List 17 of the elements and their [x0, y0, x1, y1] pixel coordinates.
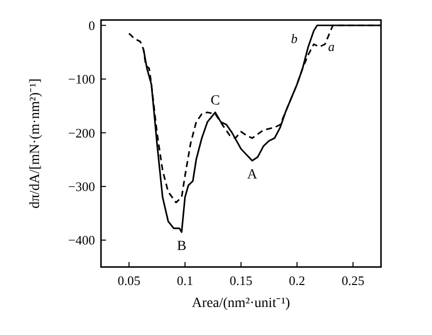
annotation: B	[176, 239, 186, 254]
x-tick-label: 0.05	[118, 273, 140, 288]
y-tick-label: −200	[68, 125, 95, 140]
x-tick-label: 0.15	[230, 273, 252, 288]
y-tick-label: −100	[68, 72, 95, 87]
x-tick-label: 0.1	[176, 273, 194, 288]
x-tick-label: 0.2	[288, 273, 306, 288]
series-label: b	[290, 30, 298, 46]
y-tick-label: −300	[68, 179, 95, 194]
y-tick-label: 0	[88, 18, 95, 33]
x-axis-title: Area/(nm²·unit⁻¹)	[192, 296, 290, 311]
annotation: C	[210, 93, 220, 108]
series-label: a	[328, 38, 336, 54]
annotation: A	[247, 168, 258, 183]
x-tick-label: 0.25	[342, 273, 364, 288]
y-tick-label: −400	[68, 232, 95, 248]
y-axis-title: dπ/dA/[mN·(m·nm²)⁻¹]	[28, 78, 43, 209]
